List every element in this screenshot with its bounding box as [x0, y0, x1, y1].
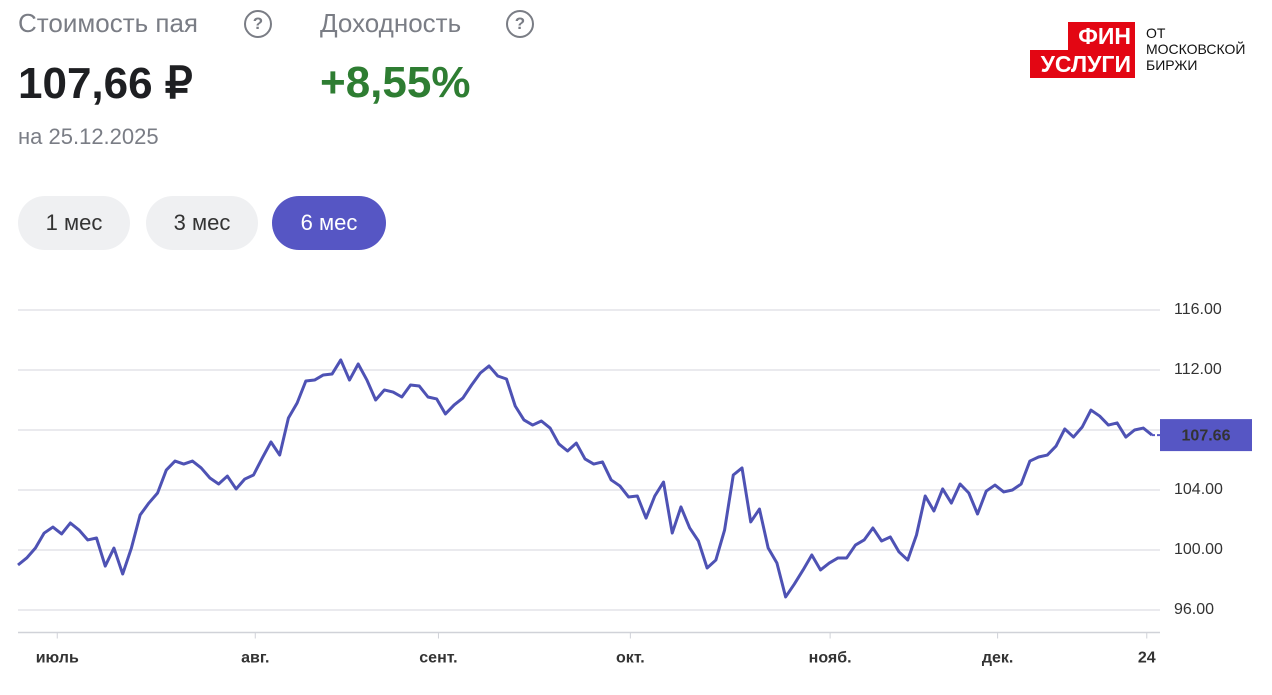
x-tick-label: июль: [36, 650, 79, 667]
yield-title: Доходность: [320, 8, 462, 38]
x-tick-label: нояб.: [809, 650, 852, 667]
y-tick-label: 104.00: [1174, 481, 1223, 498]
period-button[interactable]: 1 мес: [18, 196, 130, 250]
x-tick-label: окт.: [616, 650, 645, 667]
x-tick-label: дек.: [982, 650, 1014, 667]
price: 107,66 ₽: [18, 59, 193, 108]
y-tick-label: 112.00: [1174, 361, 1222, 378]
period-button[interactable]: 6 мес: [272, 196, 386, 250]
y-tick-label: 116.00: [1174, 301, 1222, 318]
y-tick-label: 96.00: [1174, 601, 1214, 618]
logo-top[interactable]: ФИН: [1068, 22, 1135, 50]
logo-caption: МОСКОВСКОЙ: [1146, 41, 1246, 57]
date: на 25.12.2025: [18, 124, 159, 149]
yield: +8,55%: [320, 58, 471, 107]
help-icon[interactable]: ?: [244, 10, 272, 38]
logo-bottom[interactable]: УСЛУГИ: [1030, 50, 1135, 78]
x-tick-label: 24: [1138, 650, 1156, 667]
current-label: 107.66: [1182, 427, 1231, 444]
price-title: Стоимость пая: [18, 8, 199, 38]
y-tick-label: 100.00: [1174, 541, 1223, 558]
x-tick-label: сент.: [419, 650, 457, 667]
logo-caption: ОТ: [1146, 25, 1166, 41]
current-badge: [1160, 419, 1252, 452]
x-tick-label: авг.: [241, 650, 269, 667]
logo-caption: БИРЖИ: [1146, 57, 1198, 73]
price-line: [17, 358, 1153, 599]
period-button[interactable]: 3 мес: [146, 196, 258, 250]
help-icon[interactable]: ?: [506, 10, 534, 38]
